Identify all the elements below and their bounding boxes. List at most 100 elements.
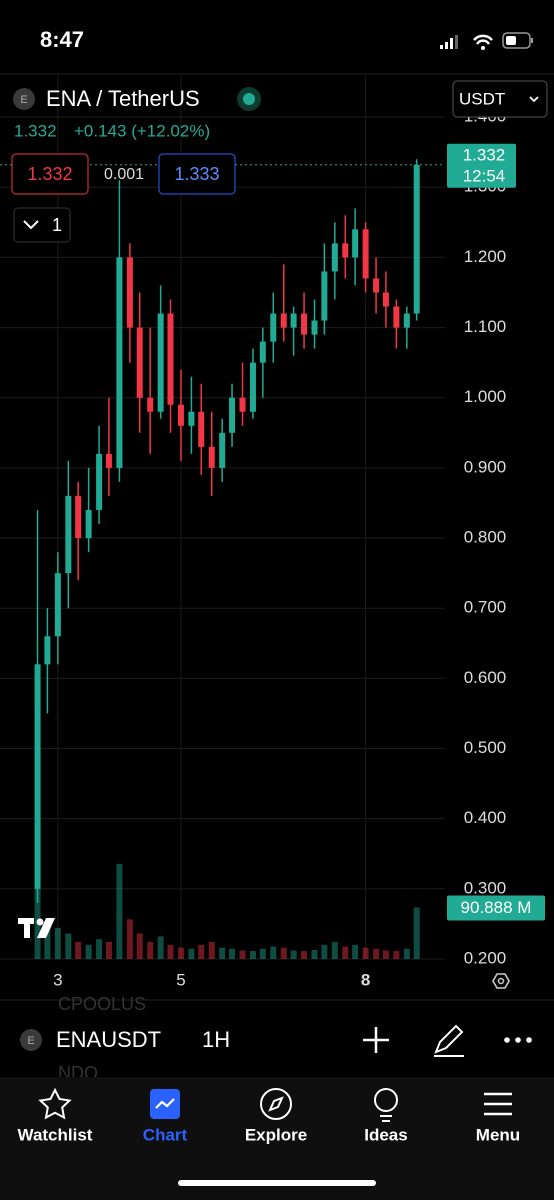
volume-bar <box>249 951 256 959</box>
candle-body <box>157 313 164 412</box>
currency-select[interactable] <box>452 80 548 118</box>
draw-button[interactable] <box>434 1024 464 1057</box>
volume-bar <box>116 863 123 959</box>
volume-bar <box>382 950 389 959</box>
add-button[interactable] <box>363 1027 389 1053</box>
watchlist-icon[interactable] <box>38 1087 72 1120</box>
candle-body <box>198 411 205 447</box>
candle-body <box>116 257 123 468</box>
nav-label[interactable]: Menu <box>476 1125 520 1144</box>
market-status-dot <box>243 93 255 105</box>
buy-button[interactable] <box>158 153 236 195</box>
candle-body <box>65 495 72 574</box>
candle-body <box>290 313 297 328</box>
chevron <box>23 220 39 230</box>
y-tick-label: 0.400 <box>464 808 507 827</box>
volume-bar <box>321 944 328 959</box>
candle-body <box>85 509 92 539</box>
volume-bar <box>373 948 380 959</box>
ask: 1.333 <box>174 164 219 184</box>
volume-bar <box>105 942 112 959</box>
candle-body <box>96 453 103 510</box>
candle-body <box>373 278 380 293</box>
candle-body <box>413 164 420 314</box>
explore-icon[interactable] <box>260 1088 292 1120</box>
y-tick-label: 1.100 <box>464 317 507 336</box>
candle-body <box>75 495 82 539</box>
settings-icon[interactable] <box>492 973 510 989</box>
tv-logo <box>18 918 55 938</box>
candle-body <box>331 243 338 272</box>
volume-bar <box>352 944 359 959</box>
y-tick-label: 1.000 <box>464 387 507 406</box>
volume-bar <box>362 947 369 959</box>
candle-body <box>362 229 369 279</box>
candle-body <box>270 313 277 342</box>
y-tick-label: 0.500 <box>464 738 507 757</box>
candle-body <box>167 313 174 405</box>
y-tick-label: 0.200 <box>464 948 507 967</box>
volume-bar <box>208 942 215 959</box>
change: +0.143 (+12.02%) <box>74 121 210 140</box>
y-tick-label: 0.900 <box>464 457 507 476</box>
y-tick-label: 0.600 <box>464 668 507 687</box>
candle-body <box>393 306 400 328</box>
candle-body <box>105 453 112 468</box>
candle-body <box>352 229 359 258</box>
volume-bar <box>85 944 92 959</box>
exchange-letter: E <box>27 1035 34 1047</box>
nav-label[interactable]: Ideas <box>364 1125 407 1144</box>
candle-body <box>34 664 41 889</box>
candle-body <box>259 341 266 363</box>
clock: 8:47 <box>40 27 84 52</box>
menu-icon[interactable] <box>484 1092 512 1116</box>
y-tick-label: 0.800 <box>464 528 507 547</box>
currency: USDT <box>459 89 505 108</box>
interval[interactable]: 1H <box>202 1027 230 1052</box>
candle-body <box>229 397 236 433</box>
nav-label[interactable]: Watchlist <box>18 1125 93 1144</box>
exchange-icon <box>13 88 35 110</box>
candle-body <box>239 397 246 412</box>
last-price-badge <box>447 143 516 188</box>
volume-label: 90.888 M <box>461 898 532 917</box>
volume-bar <box>342 946 349 959</box>
x-tick-label: 3 <box>53 970 62 989</box>
exchange-icon <box>20 1029 42 1051</box>
volume-bar <box>167 944 174 959</box>
y-tick-label: 0.700 <box>464 598 507 617</box>
volume-bar <box>136 933 143 959</box>
home-indicator <box>178 1180 376 1186</box>
volume-bar <box>126 919 133 959</box>
spread: 0.001 <box>104 166 144 183</box>
indicators-toggle[interactable] <box>13 207 71 243</box>
symbol[interactable]: ENA / TetherUS <box>46 86 200 111</box>
ideas-icon[interactable] <box>374 1088 398 1112</box>
price: 1.332 <box>14 121 57 140</box>
sell-button[interactable] <box>11 153 89 195</box>
nav-label[interactable]: Explore <box>245 1125 307 1144</box>
volume-badge <box>447 895 545 921</box>
candle-body <box>177 404 184 426</box>
volume-bar <box>44 925 51 959</box>
volume-bar <box>177 947 184 959</box>
chevron <box>529 96 539 103</box>
volume-bar <box>311 949 318 959</box>
exchange-letter: E <box>20 94 27 106</box>
volume-bar <box>157 936 164 959</box>
x-tick-label: 8 <box>361 970 370 989</box>
candle-body <box>126 257 133 328</box>
volume-bar <box>259 948 266 959</box>
volume-bar <box>270 946 277 959</box>
volume-bar <box>96 939 103 959</box>
toolbar-symbol[interactable]: ENAUSDT <box>56 1027 161 1052</box>
candle-body <box>382 292 389 307</box>
more-button[interactable] <box>504 1037 532 1043</box>
volume-bar <box>403 948 410 959</box>
candle-body <box>208 446 215 468</box>
volume-bar <box>331 942 338 959</box>
x-tick-label: 5 <box>176 970 185 989</box>
nav-label[interactable]: Chart <box>143 1125 188 1144</box>
